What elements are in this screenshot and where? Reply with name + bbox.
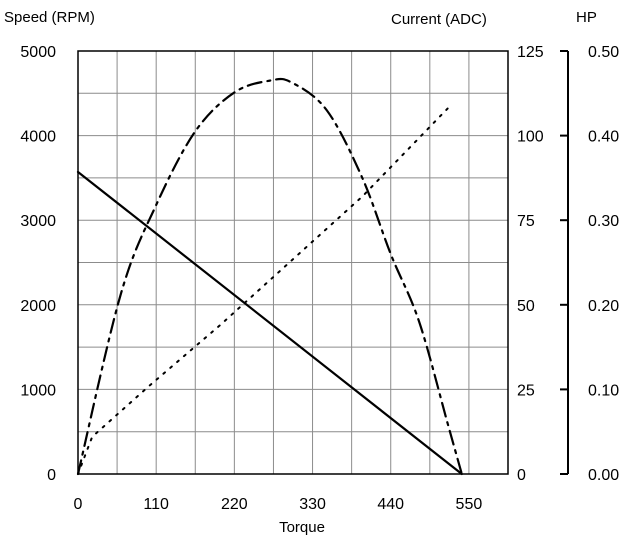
y-tick-label-speed: 1000 — [20, 382, 56, 399]
speed-line — [76, 170, 463, 476]
y-tick-label-current: 50 — [517, 298, 535, 315]
axes — [77, 50, 569, 475]
x-tick-label: 550 — [456, 496, 483, 513]
y-tick-label-current: 25 — [517, 382, 535, 399]
y-tick-label-speed: 2000 — [20, 298, 56, 315]
y-tick-label-hp: 0.40 — [588, 129, 619, 146]
x-tick-label: 220 — [221, 496, 248, 513]
series-lines — [76, 77, 463, 476]
hp-curve — [76, 77, 463, 476]
x-tick-label: 110 — [143, 496, 169, 513]
y-tick-label-speed: 5000 — [20, 44, 56, 61]
x-tick-label: 440 — [377, 496, 404, 513]
y-tick-label-hp: 0.10 — [588, 382, 619, 399]
tick-labels: 0 110 220 330 440 550 0 1000 2000 3000 4000 5000 0 25… — [20, 44, 619, 513]
y-tick-label-speed: 4000 — [20, 129, 56, 146]
y-tick-label-speed: 0 — [47, 467, 56, 484]
x-axis-title: Torque — [279, 519, 325, 536]
y-tick-label-hp: 0.00 — [588, 467, 619, 484]
y-axis-title-current: Current (ADC) — [391, 11, 487, 28]
plot-frame — [77, 50, 509, 475]
y-tick-label-hp: 0.30 — [588, 213, 619, 230]
y-tick-label-current: 100 — [517, 129, 544, 146]
y-tick-label-current: 125 — [517, 44, 544, 61]
x-tick-label: 0 — [74, 496, 83, 513]
x-tick-label: 330 — [299, 496, 326, 513]
y-tick-label-current: 75 — [517, 213, 535, 230]
current-line — [77, 107, 449, 475]
y-tick-label-speed: 3000 — [20, 213, 56, 230]
y-axis-title-speed: Speed (RPM) — [4, 9, 95, 26]
y-axis-title-hp: HP — [576, 9, 597, 26]
y-tick-label-current: 0 — [517, 467, 526, 484]
y-tick-label-hp: 0.20 — [588, 298, 619, 315]
y-tick-label-hp: 0.50 — [588, 44, 619, 61]
